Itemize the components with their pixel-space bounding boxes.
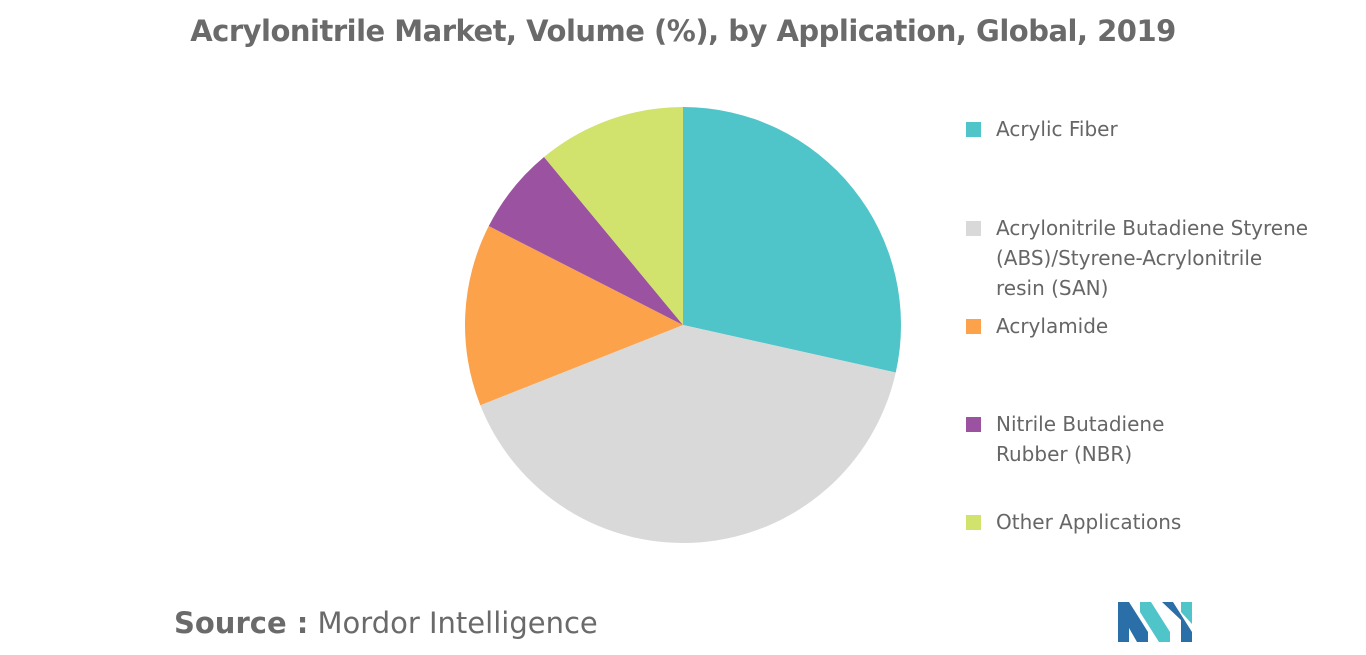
legend-label: Acrylic Fiber [996,117,1118,141]
legend-item-nbr: Nitrile Butadiene Rubber (NBR) [966,409,1326,469]
legend-label: Nitrile Butadiene Rubber (NBR) [996,412,1165,466]
legend-swatch [966,221,981,236]
pie-slice-other-applications [544,107,683,325]
legend-swatch [966,417,981,432]
legend-item-acrylamide: Acrylamide [966,311,1326,341]
legend-item-acrylic-fiber: Acrylic Fiber [966,114,1326,144]
legend-label: Other Applications [996,510,1182,534]
pie-slice-acrylonitrile-butadiene-styrene-abs-styrene-acrylonitrile-resin-san [480,325,896,544]
legend-label: Acrylonitrile Butadiene Styrene (ABS)/St… [996,216,1309,300]
legend-item-abs-san: Acrylonitrile Butadiene Styrene (ABS)/St… [966,213,1326,303]
legend-swatch [966,515,981,530]
source-value: Mordor Intelligence [317,606,598,640]
pie-slice-acrylamide [464,226,683,406]
logo-middle-shape [1140,602,1170,642]
logo-left-shape [1118,602,1148,642]
pie-slice-nitrile-butadiene-rubber-nbr [488,157,683,325]
legend-swatch [966,122,981,137]
chart-title: Acrylonitrile Market, Volume (%), by App… [190,14,1176,48]
legend-swatch [966,319,981,334]
legend-label: Acrylamide [996,314,1109,338]
source-note: Source : Mordor Intelligence [174,606,598,640]
logo-right-shape [1162,602,1192,642]
mordor-intelligence-logo-icon [1118,602,1192,642]
logo-right-bar [1181,602,1192,624]
source-key: Source : [174,606,309,640]
legend-item-other-applications: Other Applications [966,507,1326,537]
pie-slice-acrylic-fiber [683,107,902,373]
